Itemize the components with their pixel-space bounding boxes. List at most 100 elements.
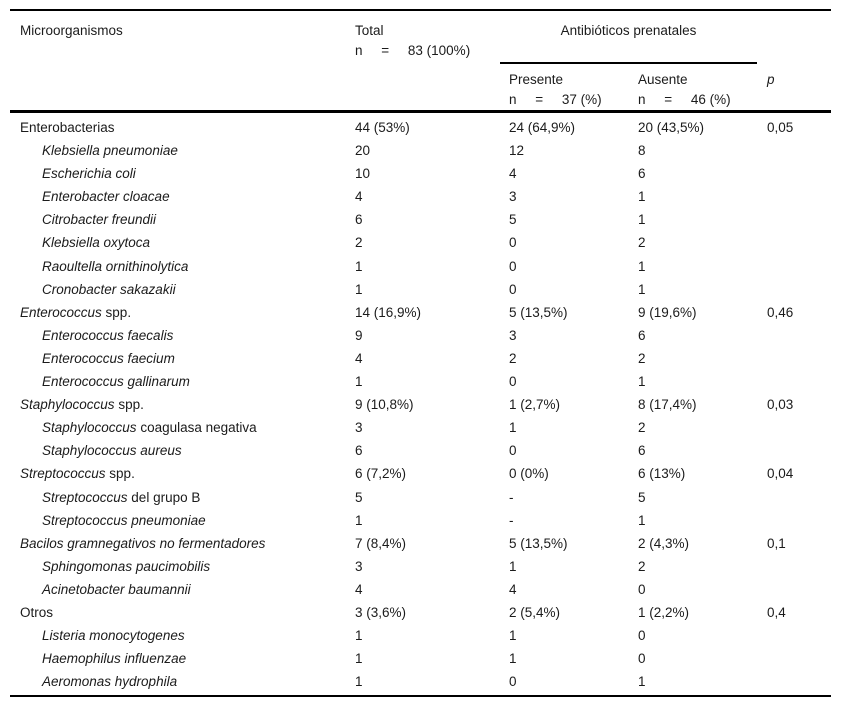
p-value xyxy=(767,578,831,601)
present-value: 3 xyxy=(509,327,517,343)
absent-value: 2 xyxy=(638,558,646,574)
absent-value: 1 xyxy=(638,374,646,390)
present-value: 1 (2,7%) xyxy=(509,397,561,413)
total-value: 6 xyxy=(355,443,363,459)
total-value: 4 xyxy=(355,581,363,597)
present-n-count: n = 37 (%) xyxy=(509,92,602,107)
present-value: 1 xyxy=(509,420,517,436)
absent-value: 2 xyxy=(638,235,646,251)
absent-value: 1 xyxy=(638,189,646,205)
table-row: Citrobacter freundii 6 5 1 xyxy=(10,208,831,231)
name-italic-part: Staphylococcus xyxy=(20,397,115,413)
name-roman-part: del grupo B xyxy=(127,489,201,505)
p-value xyxy=(767,486,831,509)
table-row: Enterobacterias 44 (53%) 24 (64,9%) 20 (… xyxy=(10,116,831,139)
p-value xyxy=(767,555,831,578)
name-italic-part: Klebsiella pneumoniae xyxy=(42,143,178,159)
total-value: 4 xyxy=(355,189,363,205)
total-value: 4 xyxy=(355,350,363,366)
total-value: 6 (7,2%) xyxy=(355,466,407,482)
present-value: 3 xyxy=(509,189,517,205)
present-value: 0 xyxy=(509,374,517,390)
p-value: 0,03 xyxy=(767,397,794,413)
present-value: 0 xyxy=(509,443,517,459)
absent-value: 8 (17,4%) xyxy=(638,397,697,413)
microorganism-name: Listeria monocytogenes xyxy=(10,624,355,647)
absent-value: 6 (13%) xyxy=(638,466,686,482)
table-row: Otros 3 (3,6%) 2 (5,4%) 1 (2,2%) 0,4 xyxy=(10,601,831,624)
microorganism-name: Raoultella ornithinolytica xyxy=(10,255,355,278)
p-value xyxy=(767,231,831,254)
p-value: 0,4 xyxy=(767,604,786,620)
absent-value: 1 xyxy=(638,212,646,228)
microorganism-name: Enterococcus faecalis xyxy=(10,324,355,347)
name-roman-part: Otros xyxy=(20,604,54,620)
total-value: 1 xyxy=(355,628,363,644)
p-value: 0,46 xyxy=(767,304,794,320)
absent-value: 6 xyxy=(638,443,646,459)
table-row: Cronobacter sakazakii 1 0 1 xyxy=(10,278,831,301)
absent-value: 2 xyxy=(638,350,646,366)
table-row: Streptococcus spp. 6 (7,2%) 0 (0%) 6 (13… xyxy=(10,462,831,485)
microorganism-name: Klebsiella oxytoca xyxy=(10,231,355,254)
name-roman-part: spp. xyxy=(114,397,144,413)
table-row: Streptococcus del grupo B 5 - 5 xyxy=(10,486,831,509)
p-value xyxy=(767,139,831,162)
present-value: 0 xyxy=(509,258,517,274)
table-row: Enterococcus faecium 4 2 2 xyxy=(10,347,831,370)
name-italic-part: Enterococcus xyxy=(20,304,102,320)
total-value: 2 xyxy=(355,235,363,251)
name-italic-part: Staphylococcus aureus xyxy=(42,443,182,459)
present-label: Presente xyxy=(509,72,564,87)
col-header-absent: Ausente n = 46 (%) xyxy=(638,64,767,110)
name-italic-part: Enterococcus gallinarum xyxy=(42,374,190,390)
microorganism-name: Aeromonas hydrophila xyxy=(10,670,355,693)
absent-label: Ausente xyxy=(638,72,688,87)
microorganism-name: Enterococcus faecium xyxy=(10,347,355,370)
total-value: 3 xyxy=(355,420,363,436)
col-header-p-value: p xyxy=(767,72,775,87)
total-value: 3 (3,6%) xyxy=(355,604,407,620)
name-italic-part: Aeromonas hydrophila xyxy=(42,674,178,690)
total-n-count: n = 83 (100%) xyxy=(355,43,471,58)
name-roman-part: coagulasa negativa xyxy=(136,420,257,436)
name-italic-part: Enterobacter cloacae xyxy=(42,189,170,205)
name-italic-part: Bacilos gramnegativos no fermentadores xyxy=(20,535,266,551)
name-italic-part: Streptococcus pneumoniae xyxy=(42,512,206,528)
name-italic-part: Citrobacter freundii xyxy=(42,212,157,228)
absent-value: 0 xyxy=(638,581,646,597)
total-value: 1 xyxy=(355,512,363,528)
microorganism-name: Streptococcus del grupo B xyxy=(10,486,355,509)
p-value xyxy=(767,185,831,208)
microorganism-name: Cronobacter sakazakii xyxy=(10,278,355,301)
present-value: 1 xyxy=(509,628,517,644)
total-value: 1 xyxy=(355,651,363,667)
present-value: 12 xyxy=(509,143,525,159)
present-value: 5 (13,5%) xyxy=(509,304,568,320)
table-row: Acinetobacter baumannii 4 4 0 xyxy=(10,578,831,601)
name-roman-part: spp. xyxy=(105,466,135,482)
present-value: 4 xyxy=(509,166,517,182)
present-value: 1 xyxy=(509,651,517,667)
total-value: 20 xyxy=(355,143,371,159)
microorganism-name: Sphingomonas paucimobilis xyxy=(10,555,355,578)
p-value: 0,05 xyxy=(767,120,794,135)
p-value xyxy=(767,162,831,185)
absent-value: 9 (19,6%) xyxy=(638,304,697,320)
present-value: 0 xyxy=(509,281,517,297)
absent-value: 0 xyxy=(638,651,646,667)
present-value: 0 (0%) xyxy=(509,466,549,482)
total-label: Total xyxy=(355,23,384,38)
present-value: 24 (64,9%) xyxy=(509,120,576,135)
name-italic-part: Acinetobacter baumannii xyxy=(42,581,191,597)
col-header-total: Total n = 83 (100%) xyxy=(355,21,509,110)
p-value xyxy=(767,255,831,278)
absent-value: 6 xyxy=(638,327,646,343)
total-value: 9 xyxy=(355,327,363,343)
p-value xyxy=(767,670,831,693)
table-row: Staphylococcus coagulasa negativa 3 1 2 xyxy=(10,416,831,439)
total-value: 44 (53%) xyxy=(355,120,410,135)
table-row: Enterococcus spp. 14 (16,9%) 5 (13,5%) 9… xyxy=(10,301,831,324)
absent-n-count: n = 46 (%) xyxy=(638,92,731,107)
absent-value: 1 xyxy=(638,258,646,274)
